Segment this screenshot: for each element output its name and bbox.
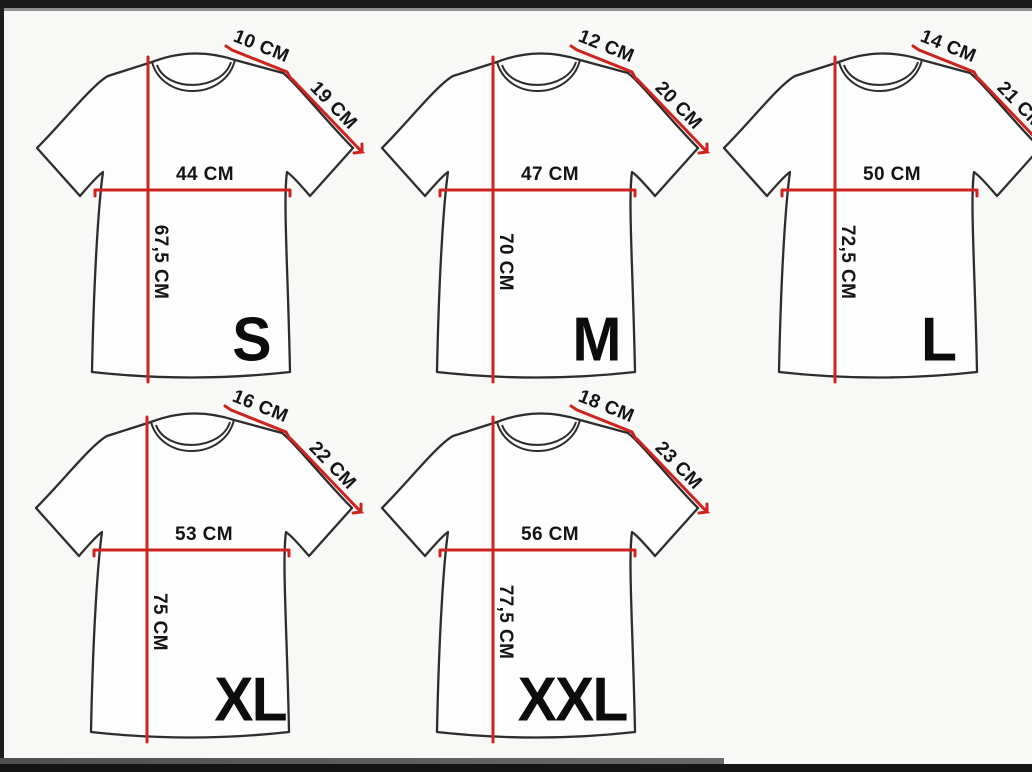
shirt-diagram-xl: 16 CM 22 CM 53 CM 75 CM XL (34, 386, 374, 750)
left-frame-bar (0, 8, 4, 765)
top-frame-edge (0, 8, 1032, 11)
size-label: M (572, 305, 621, 375)
body-length-measurement: 75 CM (149, 593, 170, 651)
chest-width-measurement: 50 CM (863, 164, 921, 185)
shirt-diagram-s: 10 CM 19 CM 44 CM 67,5 CM S (35, 26, 375, 390)
body-length-measurement: 67,5 CM (150, 224, 171, 300)
bottom-gray-strip (0, 758, 724, 765)
size-label: XL (214, 665, 287, 735)
body-length-measurement: 72,5 CM (837, 224, 858, 300)
shirt-diagram-m: 12 CM 20 CM 47 CM 70 CM M (380, 26, 720, 390)
body-length-measurement: 70 CM (495, 233, 516, 291)
chest-width-measurement: 53 CM (175, 524, 233, 545)
body-length-measurement: 77,5 CM (495, 584, 516, 660)
tshirt-drawing (722, 30, 1032, 390)
size-label: L (920, 305, 957, 375)
chest-width-measurement: 56 CM (521, 524, 579, 545)
size-label: XXL (517, 665, 629, 735)
chest-width-measurement: 44 CM (176, 164, 234, 185)
shirt-diagram-l: 14 CM 21 CM 50 CM 72,5 CM L (722, 26, 1032, 390)
bottom-frame-bar (0, 764, 1032, 772)
top-frame-bar (0, 0, 1032, 8)
chest-width-measurement: 47 CM (521, 164, 579, 185)
shirt-diagram-xxl: 18 CM 23 CM 56 CM 77,5 CM XXL (380, 386, 720, 750)
size-label: S (232, 305, 271, 375)
